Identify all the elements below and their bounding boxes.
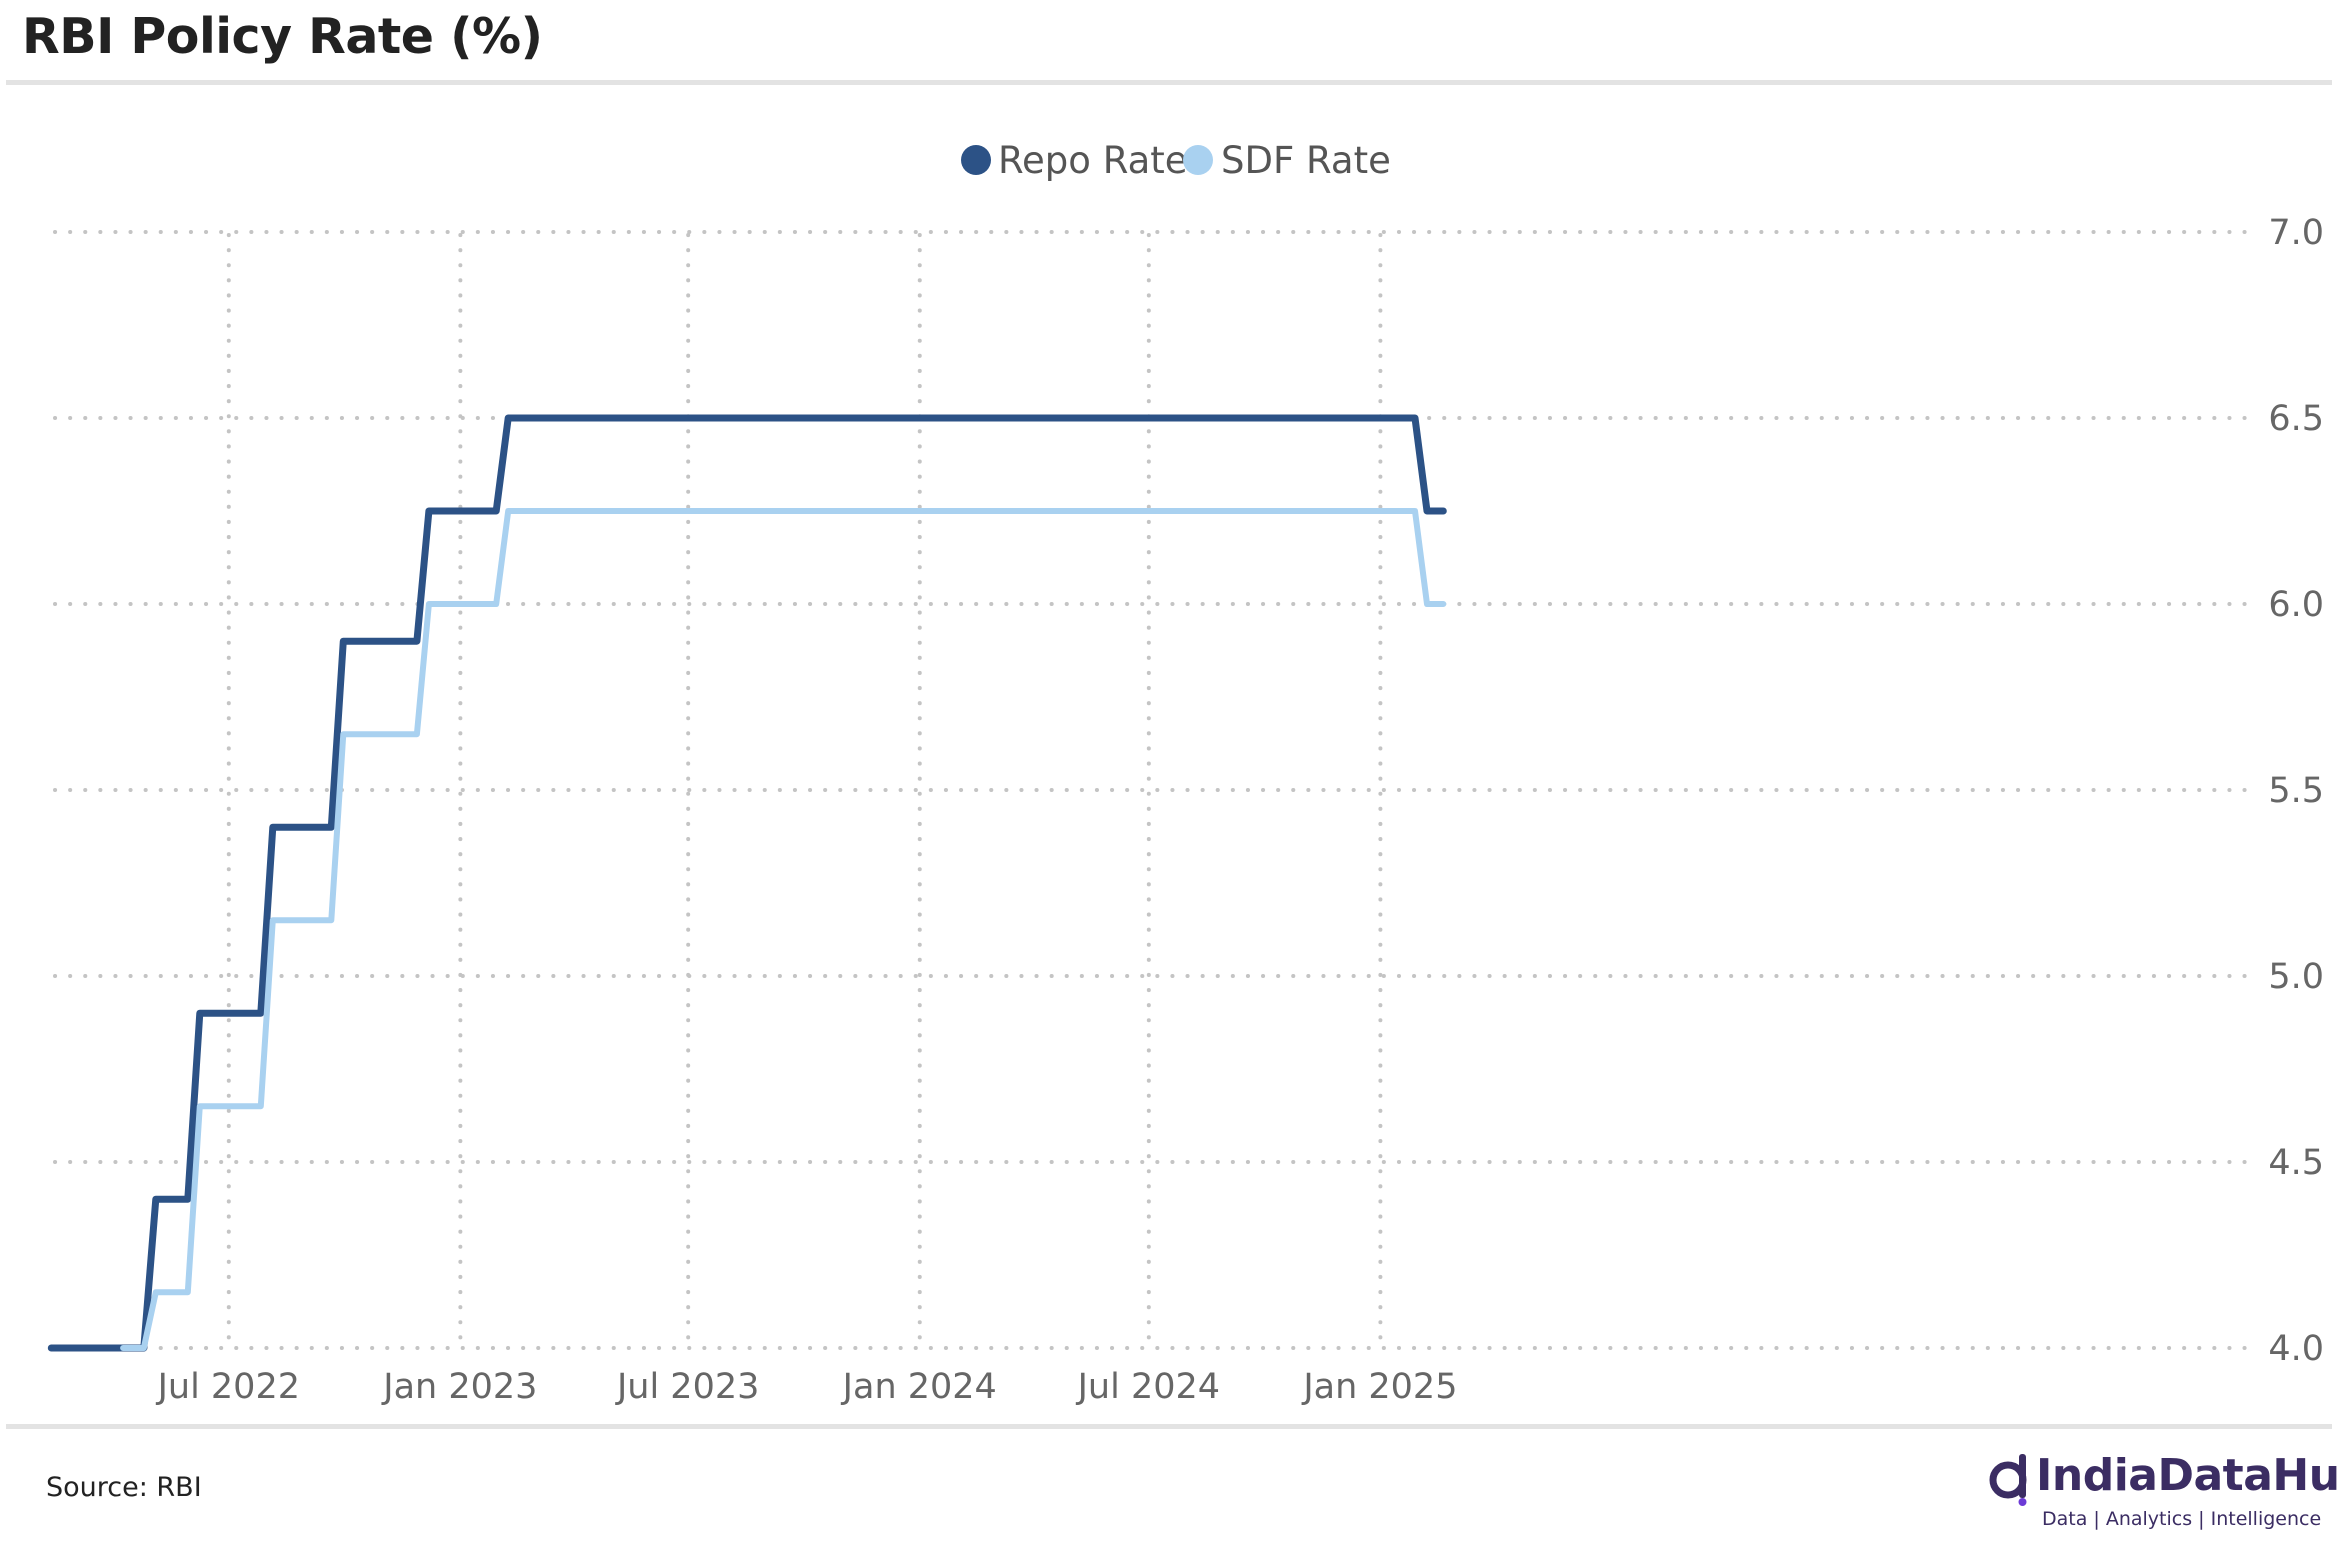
y-tick-label: 6.5 (2268, 399, 2324, 439)
y-tick-label: 5.5 (2268, 771, 2324, 811)
y-tick-label: 5.0 (2268, 957, 2324, 997)
brand-logo: IndiaDataHub Data | Analytics | Intellig… (1986, 1450, 2338, 1540)
series-line-repo-rate (47, 414, 1447, 1352)
legend-label: Repo Rate (998, 139, 1188, 182)
legend-marker (961, 145, 991, 175)
india-data-hub-logo-icon (1989, 1454, 2027, 1506)
x-tick-label: Jan 2023 (381, 1367, 537, 1407)
y-tick-label: 4.5 (2268, 1143, 2324, 1183)
legend-marker (1183, 145, 1213, 175)
x-tick-label: Jul 2023 (615, 1367, 759, 1407)
x-axis-tick-labels: Jul 2022 Jan 2023 Jul 2023 Jan 2024 Jul 2024… (156, 1367, 1458, 1407)
series-lines (47, 414, 1447, 1352)
chart-title: RBI Policy Rate (%) (22, 8, 543, 65)
header-divider (6, 80, 2332, 85)
y-tick-label: 6.0 (2268, 585, 2324, 625)
x-tick-label: Jan 2025 (1301, 1367, 1457, 1407)
gridlines (53, 230, 2250, 1350)
x-tick-label: Jan 2024 (841, 1367, 997, 1407)
series-line-sdf-rate (120, 508, 1447, 1351)
brand-tagline: Data | Analytics | Intelligence (2042, 1508, 2322, 1530)
source-note: Source: RBI (46, 1472, 202, 1503)
y-axis-tick-labels: 4.0 4.5 5.0 5.5 6.0 6.5 7.0 (2268, 213, 2324, 1369)
y-tick-label: 4.0 (2268, 1329, 2324, 1369)
y-tick-label: 7.0 (2268, 213, 2324, 253)
legend-label: SDF Rate (1221, 139, 1391, 182)
footer-divider (6, 1424, 2332, 1429)
x-tick-label: Jul 2022 (156, 1367, 300, 1407)
x-tick-label: Jul 2024 (1076, 1367, 1220, 1407)
legend: Repo Rate SDF Rate (961, 139, 1391, 182)
brand-name: IndiaDataHub (2036, 1450, 2338, 1501)
